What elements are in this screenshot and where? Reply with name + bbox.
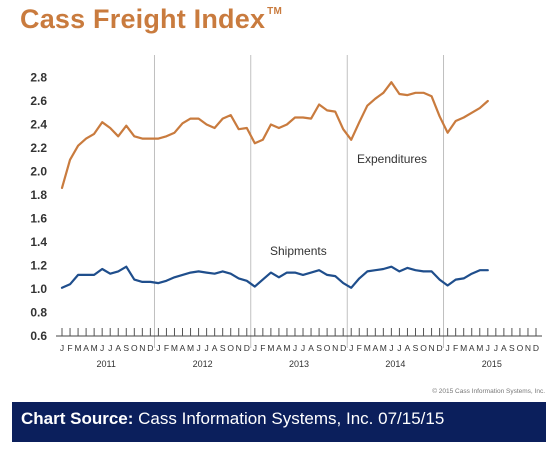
month-tick-label: O <box>131 343 138 353</box>
month-tick-label: M <box>187 343 194 353</box>
source-label: Chart Source: <box>21 409 134 428</box>
month-tick-label: O <box>420 343 427 353</box>
copyright-note: © 2015 Cass Information Systems, Inc. <box>432 387 545 395</box>
month-tick-label: D <box>533 343 539 353</box>
month-tick-label: F <box>67 343 72 353</box>
y-axis-ticks: 0.6 0.8 1.0 1.2 1.4 1.6 1.8 2.0 2.2 2.4 2.6 2.8 <box>30 71 47 344</box>
month-tick-label: F <box>164 343 169 353</box>
month-tick-label: N <box>332 343 338 353</box>
y-tick-label: 1.4 <box>30 235 47 249</box>
month-tick-label: O <box>227 343 234 353</box>
month-tick-label: J <box>100 343 104 353</box>
y-tick-label: 0.6 <box>30 329 47 343</box>
month-tick-label: F <box>357 343 362 353</box>
month-tick-label: J <box>446 343 450 353</box>
month-tick-label: J <box>196 343 200 353</box>
month-tick-label: J <box>301 343 305 353</box>
series-line-expenditures <box>60 81 489 189</box>
month-tick-label: J <box>204 343 208 353</box>
y-tick-label: 0.8 <box>30 306 47 320</box>
month-tick-label: M <box>75 343 82 353</box>
month-tick-label: S <box>509 343 515 353</box>
month-tick-label: A <box>372 343 378 353</box>
month-tick-label: O <box>517 343 524 353</box>
month-tick-label: J <box>494 343 498 353</box>
series-label-shipments: Shipments <box>270 244 327 258</box>
month-tick-label: J <box>293 343 297 353</box>
series-lines <box>60 81 489 289</box>
y-tick-label: 1.2 <box>30 259 47 273</box>
month-tick-label: A <box>115 343 121 353</box>
month-tick-label: D <box>340 343 346 353</box>
month-tick-label: A <box>308 343 314 353</box>
year-gridlines <box>153 55 445 348</box>
y-tick-label: 2.0 <box>30 165 47 179</box>
month-tick-label: N <box>236 343 242 353</box>
year-label: 2015 <box>482 359 502 369</box>
month-tick-label: J <box>389 343 393 353</box>
month-tick-label: J <box>253 343 257 353</box>
month-tick-label: M <box>476 343 483 353</box>
y-tick-label: 1.6 <box>30 212 47 226</box>
month-tick-label: M <box>460 343 467 353</box>
month-tick-label: A <box>276 343 282 353</box>
month-tick-label: F <box>453 343 458 353</box>
month-tick-label: J <box>349 343 353 353</box>
series-labels: Expenditures Shipments <box>270 152 427 258</box>
month-tick-label: M <box>283 343 290 353</box>
year-label: 2014 <box>385 359 405 369</box>
month-tick-label: J <box>108 343 112 353</box>
y-tick-label: 1.0 <box>30 282 47 296</box>
month-tick-label: M <box>380 343 387 353</box>
month-tick-label: D <box>147 343 153 353</box>
y-tick-label: 1.8 <box>30 188 47 202</box>
month-tick-label: D <box>437 343 443 353</box>
year-label: 2012 <box>193 359 213 369</box>
month-tick-label: A <box>83 343 89 353</box>
month-tick-label: A <box>405 343 411 353</box>
month-tick-label: A <box>180 343 186 353</box>
month-tick-label: M <box>364 343 371 353</box>
month-tick-label: J <box>60 343 64 353</box>
y-tick-label: 2.6 <box>30 94 47 108</box>
month-tick-label: O <box>324 343 331 353</box>
month-tick-label: A <box>469 343 475 353</box>
month-tick-label: S <box>413 343 419 353</box>
series-label-expenditures: Expenditures <box>357 152 427 166</box>
y-tick-label: 2.2 <box>30 141 47 155</box>
month-tick-label: M <box>171 343 178 353</box>
chart-title-text: Cass Freight Index <box>20 4 266 34</box>
month-tick-label: F <box>260 343 265 353</box>
chart-source-bar: Chart Source: Cass Information Systems, … <box>12 402 546 442</box>
y-tick-label: 2.4 <box>30 118 47 132</box>
month-tick-label: M <box>267 343 274 353</box>
series-line-shipments <box>60 265 489 289</box>
year-label: 2011 <box>97 359 116 369</box>
month-tick-label: J <box>486 343 490 353</box>
month-tick-label: S <box>123 343 129 353</box>
month-tick-label: S <box>220 343 226 353</box>
month-tick-label: J <box>397 343 401 353</box>
month-tick-label: N <box>139 343 145 353</box>
trademark-mark: TM <box>267 6 283 17</box>
month-tick-label: D <box>244 343 250 353</box>
month-tick-label: S <box>316 343 322 353</box>
source-text: Cass Information Systems, Inc. 07/15/15 <box>133 409 445 428</box>
chart-title: Cass Freight Index TM <box>20 4 282 35</box>
month-tick-label: N <box>428 343 434 353</box>
month-tick-label: J <box>156 343 160 353</box>
month-tick-label: N <box>525 343 531 353</box>
month-tick-label: A <box>212 343 218 353</box>
month-tick-label: A <box>501 343 507 353</box>
year-label: 2013 <box>289 359 309 369</box>
y-tick-label: 2.8 <box>30 71 47 85</box>
month-tick-label: M <box>91 343 98 353</box>
